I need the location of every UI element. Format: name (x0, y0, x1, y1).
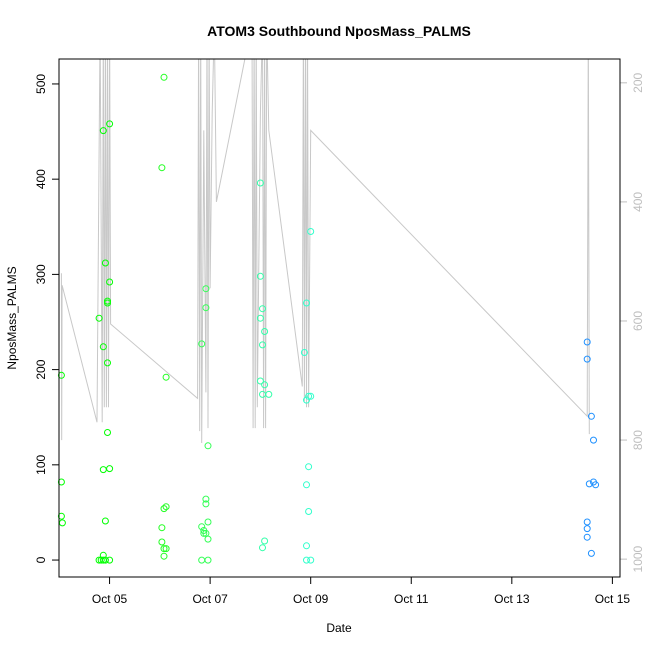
data-point (583, 525, 591, 533)
data-point (57, 371, 65, 379)
data-point (160, 552, 168, 560)
data-point (583, 518, 591, 526)
data-point (57, 512, 65, 520)
data-point (587, 412, 595, 420)
data-point (202, 304, 210, 312)
data-point (106, 120, 114, 128)
data-point (259, 305, 266, 313)
data-point (259, 341, 266, 349)
data-point (305, 392, 313, 400)
data-point (158, 524, 166, 532)
y2-tick-label: 400 (631, 192, 645, 212)
data-point (204, 535, 212, 543)
data-point (99, 127, 107, 135)
data-point (99, 343, 107, 351)
y-tick-label: 400 (34, 169, 48, 189)
data-point (198, 340, 206, 348)
data-point (305, 508, 313, 515)
data-point (202, 285, 210, 293)
data-point (160, 505, 168, 513)
data-point (204, 556, 212, 564)
data-point (200, 529, 208, 537)
y-tick-label: 0 (34, 556, 48, 563)
data-point (202, 500, 210, 508)
points-layer (57, 73, 600, 564)
data-point (583, 533, 591, 541)
secondary-series-line (60, 59, 590, 444)
data-point (256, 377, 264, 385)
data-point (158, 538, 166, 546)
data-point (106, 556, 114, 564)
data-point (256, 272, 264, 280)
data-point (256, 179, 264, 187)
data-point (204, 518, 212, 526)
data-point (305, 463, 313, 471)
data-point (101, 517, 109, 525)
data-point (307, 392, 315, 400)
data-point (261, 328, 269, 335)
data-point (101, 259, 109, 267)
data-point (592, 481, 600, 489)
data-point (104, 297, 111, 305)
x-tick-label: Oct 11 (394, 592, 429, 606)
y-tick-label: 200 (34, 359, 48, 379)
data-point (162, 373, 170, 381)
data-point (95, 314, 103, 322)
y-tick-label: 500 (34, 74, 48, 94)
secondary-line-layer (60, 59, 590, 444)
data-point (162, 503, 170, 511)
data-point (160, 73, 168, 81)
x-axis-label: Date (326, 621, 352, 635)
data-point (303, 542, 310, 550)
x-tick-label: Oct 09 (293, 592, 329, 606)
data-point (300, 349, 308, 356)
data-point (204, 442, 212, 450)
data-point (583, 355, 591, 363)
data-point (587, 549, 595, 557)
x-tick-label: Oct 07 (192, 592, 228, 606)
plot-frame (58, 58, 621, 578)
chart-title: ATOM3 Southbound NposMass_PALMS (207, 23, 471, 39)
data-point (303, 481, 310, 489)
data-point (104, 429, 111, 436)
data-point (158, 164, 166, 172)
data-point (202, 495, 210, 503)
data-point (101, 556, 109, 564)
data-point (261, 537, 269, 545)
data-point (57, 478, 65, 486)
y2-tick-label: 600 (631, 311, 645, 331)
x-tick-label: Oct 13 (494, 592, 530, 606)
data-point (303, 299, 310, 307)
data-point (303, 556, 310, 564)
data-point (106, 278, 114, 286)
x-tick-label: Oct 15 (595, 592, 631, 606)
data-point (162, 545, 170, 553)
y-axis-label: NposMass_PALMS (5, 266, 19, 369)
data-point (160, 545, 168, 553)
data-point (590, 436, 597, 444)
data-point (261, 381, 269, 389)
x-tick-label: Oct 05 (92, 592, 128, 606)
data-point (259, 544, 266, 552)
data-point (106, 465, 114, 473)
y2-tick-label: 1000 (631, 545, 645, 572)
data-point (307, 228, 315, 235)
data-point (307, 556, 315, 564)
data-point (104, 299, 111, 307)
data-point (104, 359, 111, 367)
data-point (303, 396, 310, 404)
y-tick-label: 300 (34, 264, 48, 284)
data-point (265, 390, 273, 398)
y2-tick-label: 800 (631, 430, 645, 450)
y-tick-label: 100 (34, 454, 48, 474)
data-point (198, 523, 206, 531)
data-point (256, 314, 264, 322)
data-point (583, 338, 591, 346)
y2-tick-label: 200 (631, 72, 645, 92)
